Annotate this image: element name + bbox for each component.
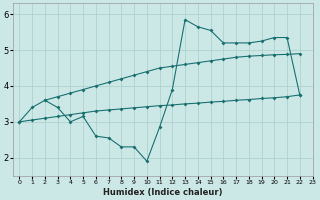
X-axis label: Humidex (Indice chaleur): Humidex (Indice chaleur) [103, 188, 222, 197]
